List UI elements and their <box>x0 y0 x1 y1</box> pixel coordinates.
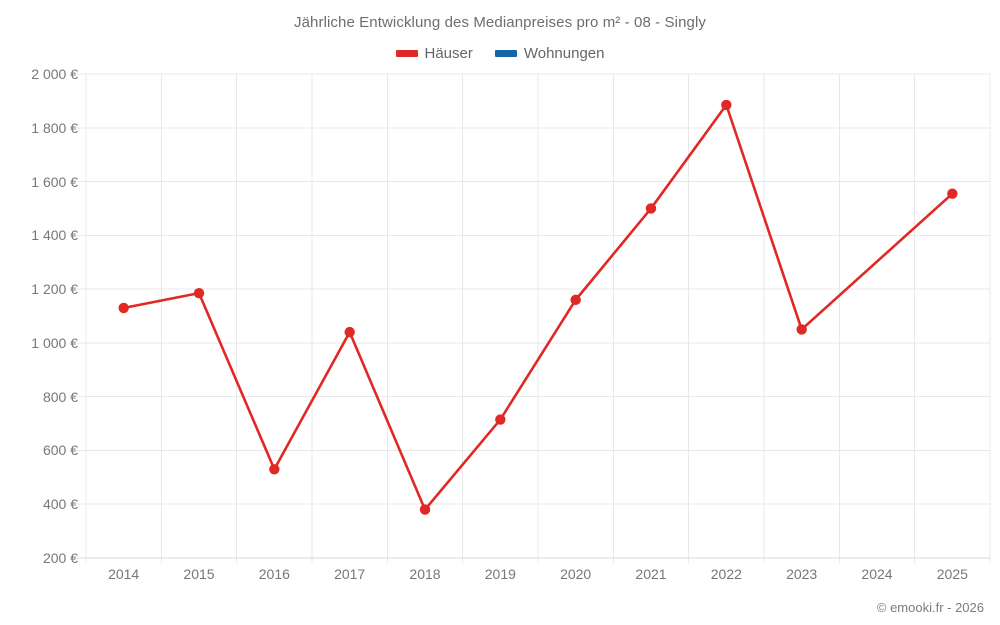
x-axis-tick-label: 2023 <box>786 566 818 582</box>
y-axis-tick-label: 1 000 € <box>31 334 78 351</box>
x-axis-tick-label: 2020 <box>560 566 592 582</box>
x-axis-tick-label: 2018 <box>409 566 441 582</box>
data-point[interactable] <box>570 294 581 306</box>
y-axis-tick-label: 800 € <box>42 388 78 405</box>
y-axis-tick-label: 1 800 € <box>31 119 78 136</box>
chart-legend: Häuser Wohnungen <box>0 45 1000 62</box>
x-axis-tick-label: 2019 <box>484 566 516 582</box>
data-point[interactable] <box>645 203 657 214</box>
copyright-credit: © emooki.fr - 2026 <box>876 600 984 615</box>
legend-swatch-icon <box>494 50 517 57</box>
x-axis-tick-label: 2021 <box>635 566 667 582</box>
y-axis-tick-label: 2 000 € <box>31 66 78 82</box>
x-axis-tick-label: 2024 <box>861 566 893 582</box>
data-point[interactable] <box>118 302 129 314</box>
grid-lines <box>74 73 990 559</box>
legend-item-hauser[interactable]: Häuser <box>395 45 473 62</box>
data-point[interactable] <box>344 326 355 338</box>
y-axis-tick-label: 1 200 € <box>31 281 78 298</box>
data-point[interactable] <box>947 188 958 199</box>
series-layer <box>118 99 958 515</box>
legend-item-wohnungen[interactable]: Wohnungen <box>494 45 605 62</box>
legend-item-label: Wohnungen <box>523 45 605 62</box>
x-axis-tick-label: 2025 <box>936 566 968 582</box>
x-axis-tick-label: 2014 <box>108 566 140 582</box>
x-axis-tick-label: 2016 <box>258 566 290 582</box>
y-axis-tick-label: 200 € <box>42 550 78 566</box>
data-point[interactable] <box>269 464 280 475</box>
y-axis-tick-label: 1 400 € <box>31 227 78 244</box>
y-axis-tick-label: 1 600 € <box>31 173 78 190</box>
x-grid-lines <box>74 74 991 563</box>
x-axis-tick-label: 2017 <box>334 566 366 582</box>
chart-title: Jährliche Entwicklung des Medianpreises … <box>293 14 706 31</box>
x-axis-tick-label: 2015 <box>183 566 215 582</box>
data-point[interactable] <box>193 287 205 299</box>
data-point[interactable] <box>796 324 807 335</box>
y-axis-tick-label: 400 € <box>42 496 78 513</box>
data-point[interactable] <box>495 414 506 425</box>
data-point[interactable] <box>721 99 732 111</box>
data-point[interactable] <box>419 504 431 515</box>
x-axis-tick-label: 2022 <box>710 566 742 582</box>
y-axis-tick-label: 600 € <box>42 442 78 459</box>
legend-item-label: Häuser <box>424 45 473 62</box>
legend-swatch-icon <box>395 50 418 57</box>
